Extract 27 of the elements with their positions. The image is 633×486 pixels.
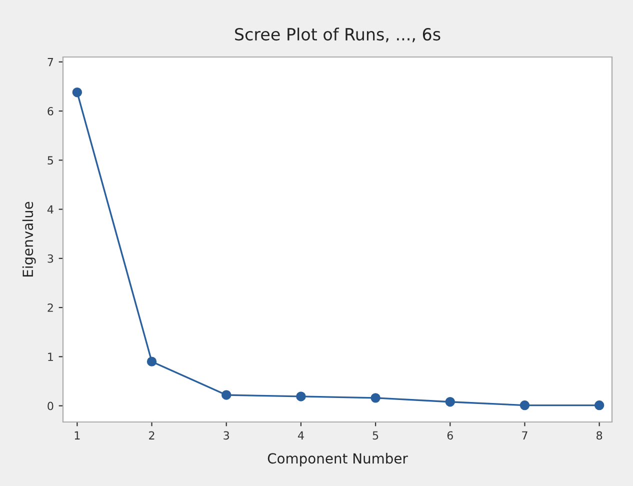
x-tick-label: 5 bbox=[372, 431, 378, 440]
x-tick-label: 7 bbox=[522, 431, 528, 440]
x-tick-label: 8 bbox=[596, 431, 602, 440]
point bbox=[72, 88, 82, 98]
point bbox=[520, 400, 530, 410]
y-tick-label: 7 bbox=[48, 58, 54, 66]
point bbox=[221, 390, 232, 400]
point bbox=[146, 356, 157, 366]
x-tick-label: 1 bbox=[74, 431, 80, 440]
y-tick-label: 1 bbox=[48, 352, 53, 361]
x-axis-title: Component Number bbox=[268, 452, 408, 466]
x-tick-label: 6 bbox=[447, 431, 453, 440]
point bbox=[296, 392, 306, 402]
chart-title: Scree Plot of Runs, ..., 6s bbox=[235, 28, 440, 42]
point bbox=[370, 393, 380, 403]
y-tick-label: 3 bbox=[48, 254, 54, 263]
y-axis-title: Eigenvalue bbox=[22, 202, 36, 277]
x-tick-label: 3 bbox=[224, 431, 229, 440]
y-tick-label: 4 bbox=[47, 205, 54, 214]
y-tick-label: 6 bbox=[48, 107, 54, 116]
x-tick-label: 4 bbox=[298, 431, 304, 440]
y-tick-label: 5 bbox=[48, 156, 53, 165]
y-tick-label: 0 bbox=[48, 402, 54, 410]
x-tick-label: 2 bbox=[149, 431, 154, 440]
point bbox=[445, 396, 455, 407]
y-tick-label: 2 bbox=[48, 304, 53, 312]
point bbox=[594, 400, 604, 410]
